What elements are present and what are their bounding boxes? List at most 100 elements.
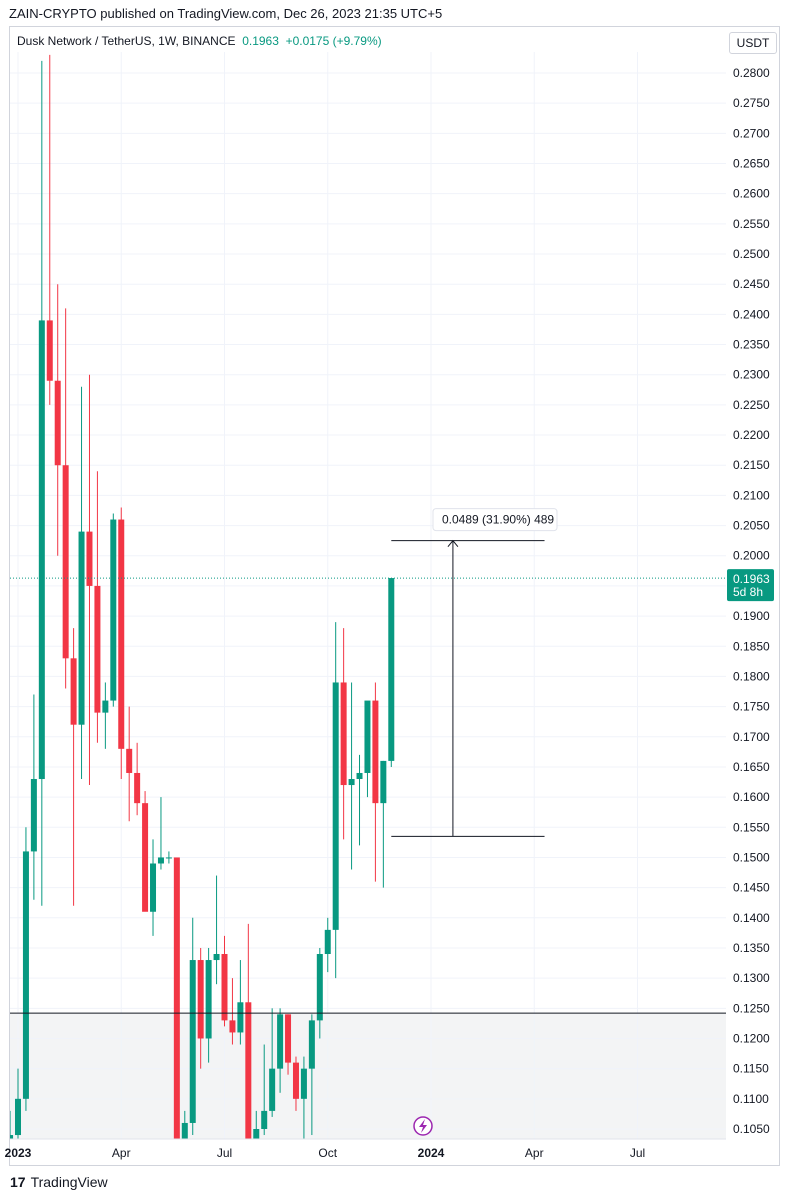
last-price: 0.1963 bbox=[242, 34, 279, 48]
candle-body bbox=[300, 1068, 307, 1099]
candle bbox=[102, 682, 109, 749]
candle bbox=[22, 827, 29, 1111]
tradingview-logo-icon: 17 bbox=[10, 1174, 26, 1190]
candle-body bbox=[78, 531, 85, 725]
candle-body bbox=[62, 465, 69, 659]
candle bbox=[126, 706, 133, 822]
candle bbox=[372, 682, 379, 882]
candle bbox=[54, 284, 61, 556]
candle-body bbox=[157, 857, 164, 864]
candle bbox=[15, 1068, 21, 1139]
candle-body bbox=[10, 1135, 14, 1139]
y-tick-label: 0.2300 bbox=[733, 368, 770, 382]
y-tick-label: 0.1200 bbox=[733, 1031, 770, 1045]
candle-body bbox=[292, 1062, 299, 1099]
x-tick-label: Apr bbox=[525, 1146, 544, 1160]
candle bbox=[173, 857, 180, 1139]
candle bbox=[150, 839, 157, 936]
candle-body bbox=[181, 1122, 188, 1139]
candle-body bbox=[102, 700, 109, 713]
y-tick-label: 0.1650 bbox=[733, 760, 770, 774]
candle bbox=[364, 700, 371, 798]
y-tick-label: 0.1300 bbox=[733, 971, 770, 985]
y-tick-label: 0.2150 bbox=[733, 458, 770, 472]
candle bbox=[300, 1056, 307, 1139]
lightning-icon[interactable] bbox=[413, 1116, 433, 1136]
y-tick-label: 0.2750 bbox=[733, 96, 770, 110]
candle-body bbox=[118, 519, 125, 749]
x-tick-label: Jul bbox=[630, 1146, 645, 1160]
candle-body bbox=[285, 1014, 292, 1063]
y-tick-label: 0.1450 bbox=[733, 881, 770, 895]
candle bbox=[229, 978, 236, 1045]
symbol-name: Dusk Network / TetherUS, 1W, BINANCE bbox=[17, 34, 236, 48]
candle-body bbox=[253, 1129, 260, 1139]
candle-body bbox=[205, 960, 212, 1039]
candle bbox=[261, 1044, 268, 1136]
y-tick-label: 0.1800 bbox=[733, 669, 770, 683]
candle bbox=[245, 923, 252, 1139]
lightning-bolt-icon bbox=[419, 1119, 427, 1133]
candle bbox=[237, 960, 244, 1045]
candle-body bbox=[150, 863, 157, 912]
candle bbox=[340, 628, 347, 840]
published-caption: ZAIN-CRYPTO published on TradingView.com… bbox=[9, 6, 443, 21]
candle bbox=[269, 1008, 276, 1117]
candle bbox=[308, 1014, 315, 1136]
candle-body bbox=[70, 658, 77, 725]
y-tick-label: 0.2000 bbox=[733, 549, 770, 563]
y-tick-label: 0.2500 bbox=[733, 247, 770, 261]
candle bbox=[277, 1008, 284, 1093]
candle bbox=[157, 797, 164, 870]
candle-body bbox=[30, 779, 37, 852]
y-tick-label: 0.2450 bbox=[733, 277, 770, 291]
y-tick-label: 0.1250 bbox=[733, 1001, 770, 1015]
candle-body bbox=[126, 748, 133, 773]
candle-body bbox=[324, 929, 331, 955]
y-tick-label: 0.1150 bbox=[733, 1062, 769, 1076]
candle-body bbox=[237, 1002, 244, 1033]
candle bbox=[46, 54, 53, 405]
candle bbox=[356, 754, 363, 846]
price-tag-value: 0.1963 bbox=[733, 572, 770, 586]
candle-body bbox=[94, 585, 101, 713]
y-tick-label: 0.1550 bbox=[733, 820, 770, 834]
candle-body bbox=[134, 772, 141, 804]
candle bbox=[189, 917, 196, 1136]
y-tick-label: 0.1350 bbox=[733, 941, 770, 955]
candle-body bbox=[189, 960, 196, 1123]
candle bbox=[70, 628, 77, 906]
tradingview-footer[interactable]: 17 TradingView bbox=[10, 1174, 108, 1190]
x-tick-label: Apr bbox=[112, 1146, 131, 1160]
candle-body bbox=[269, 1068, 276, 1111]
y-tick-label: 0.1400 bbox=[733, 911, 770, 925]
candle bbox=[380, 760, 387, 888]
measure-label-box bbox=[432, 508, 558, 532]
y-tick-label: 0.2200 bbox=[733, 428, 770, 442]
y-tick-label: 0.1900 bbox=[733, 609, 770, 623]
candle-body bbox=[142, 803, 149, 912]
candle-body bbox=[356, 772, 363, 780]
currency-button[interactable]: USDT bbox=[729, 32, 777, 54]
candle-body bbox=[38, 320, 45, 780]
symbol-legend: Dusk Network / TetherUS, 1W, BINANCE 0.1… bbox=[17, 34, 382, 48]
candle-body bbox=[277, 1014, 284, 1069]
y-tick-label: 0.2250 bbox=[733, 398, 770, 412]
candle-body bbox=[46, 320, 53, 381]
price-change: +0.0175 (+9.79%) bbox=[285, 34, 382, 48]
y-tick-label: 0.2050 bbox=[733, 519, 770, 533]
candle-body bbox=[364, 700, 371, 773]
x-tick-label: Oct bbox=[318, 1146, 337, 1160]
candle-body bbox=[165, 857, 172, 859]
candle-body bbox=[340, 682, 347, 786]
candle-body bbox=[15, 1098, 21, 1136]
candle bbox=[205, 947, 212, 1063]
candle bbox=[142, 791, 149, 912]
price-tag-bg bbox=[727, 569, 774, 602]
x-tick-label: 2023 bbox=[5, 1146, 32, 1160]
candle bbox=[332, 622, 339, 979]
candle bbox=[78, 386, 85, 780]
y-tick-label: 0.2650 bbox=[733, 157, 770, 171]
